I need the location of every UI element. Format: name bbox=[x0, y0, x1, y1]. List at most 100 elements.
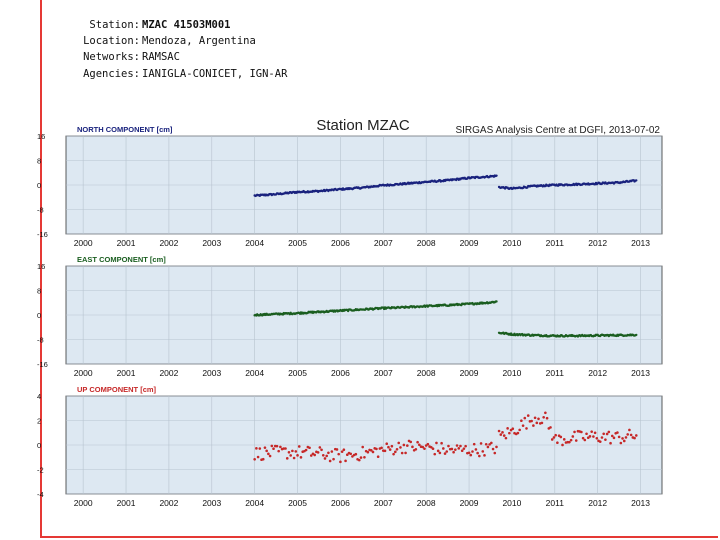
up-data-point bbox=[518, 428, 521, 432]
up-data-point bbox=[320, 448, 323, 452]
up-data-point bbox=[462, 447, 466, 450]
up-data-point bbox=[610, 434, 614, 438]
up-data-point bbox=[284, 447, 287, 450]
location-value: Mendoza, Argentina bbox=[142, 35, 256, 48]
station-value: MZAC 41503M001 bbox=[142, 19, 231, 31]
up-data-point bbox=[390, 444, 394, 448]
up-data-point bbox=[423, 447, 426, 450]
x-tick-label: 2010 bbox=[502, 238, 521, 248]
up-data-point bbox=[454, 448, 457, 451]
up-data-point bbox=[590, 430, 593, 433]
up-data-point bbox=[316, 451, 320, 454]
up-component-label: UP COMPONENT [cm] bbox=[77, 385, 157, 394]
up-data-point bbox=[375, 447, 378, 451]
up-data-point bbox=[588, 435, 592, 438]
up-data-point bbox=[476, 451, 479, 455]
east-panel: 16 8 0 -8 -16 2000 2001 2002 2003 2004 2005 2006 200… bbox=[37, 255, 663, 378]
up-data-point bbox=[605, 432, 609, 436]
x-tick-label: 2006 bbox=[331, 368, 350, 378]
up-data-point bbox=[504, 436, 508, 440]
up-data-point bbox=[369, 449, 373, 452]
up-data-point bbox=[569, 438, 573, 442]
up-data-point bbox=[495, 445, 498, 449]
up-data-point bbox=[294, 450, 298, 453]
up-data-point bbox=[291, 449, 294, 453]
up-data-point bbox=[499, 433, 503, 436]
up-data-point bbox=[488, 443, 491, 446]
location-row: Location: Mendoza, Argentina bbox=[60, 33, 287, 49]
up-data-point bbox=[486, 445, 490, 449]
up-data-point bbox=[414, 447, 418, 451]
up-data-point bbox=[323, 457, 327, 460]
up-data-point bbox=[481, 450, 485, 453]
up-data-point bbox=[443, 452, 447, 455]
north-data-point bbox=[635, 179, 638, 182]
station-key: Station: bbox=[89, 19, 140, 31]
networks-key: Networks: bbox=[83, 51, 140, 64]
up-data-point bbox=[268, 454, 272, 458]
up-data-point bbox=[452, 450, 455, 454]
up-data-point bbox=[385, 442, 389, 446]
up-data-point bbox=[592, 435, 595, 438]
up-data-point bbox=[624, 436, 628, 439]
north-series-1 bbox=[253, 174, 498, 198]
up-data-point bbox=[435, 441, 438, 445]
up-data-point bbox=[511, 427, 515, 430]
x-tick-label: 2001 bbox=[117, 238, 136, 248]
x-tick-label: 2006 bbox=[331, 498, 350, 508]
up-data-point bbox=[342, 448, 346, 452]
up-data-point bbox=[526, 414, 530, 417]
up-data-point bbox=[292, 456, 296, 460]
up-data-point bbox=[394, 450, 397, 454]
up-data-point bbox=[556, 441, 559, 445]
up-data-point bbox=[450, 447, 454, 451]
up-data-point bbox=[275, 444, 279, 448]
up-data-point bbox=[535, 421, 539, 425]
x-tick-label: 2009 bbox=[460, 238, 479, 248]
up-data-point bbox=[265, 449, 268, 453]
up-data-point bbox=[309, 454, 313, 457]
up-data-point bbox=[469, 453, 473, 457]
x-tick-label: 2004 bbox=[245, 238, 264, 248]
up-data-point bbox=[552, 436, 556, 439]
up-data-point bbox=[287, 451, 291, 454]
x-tick-label: 2008 bbox=[417, 368, 436, 378]
up-data-point bbox=[330, 450, 334, 453]
up-data-point bbox=[479, 442, 483, 445]
x-tick-label: 2003 bbox=[202, 368, 221, 378]
up-data-point bbox=[253, 457, 256, 461]
up-data-point bbox=[258, 447, 262, 450]
up-data-point bbox=[583, 438, 587, 442]
up-data-point bbox=[598, 440, 602, 443]
up-data-point bbox=[622, 439, 626, 443]
up-data-point bbox=[359, 456, 363, 459]
up-data-point bbox=[344, 459, 347, 463]
up-data-point bbox=[533, 416, 537, 420]
east-data-point bbox=[495, 300, 498, 303]
up-data-point bbox=[332, 457, 335, 461]
up-data-point bbox=[380, 446, 383, 450]
x-tick-label: 2005 bbox=[288, 498, 307, 508]
up-data-point bbox=[313, 453, 316, 457]
up-data-point bbox=[339, 460, 342, 464]
x-tick-label: 2000 bbox=[74, 498, 93, 508]
up-panel: 4 2 0 -2 -4 2000 2001 2002 2003 2004 2005 2006 2007 2… bbox=[37, 385, 663, 508]
up-data-point bbox=[602, 432, 605, 436]
up-data-point bbox=[571, 435, 575, 438]
agencies-value: IANIGLA-CONICET, IGN-AR bbox=[142, 67, 288, 80]
y-tick-label: -8 bbox=[37, 206, 44, 215]
x-tick-label: 2011 bbox=[546, 238, 565, 248]
networks-value: RAMSAC bbox=[142, 51, 180, 64]
up-data-point bbox=[472, 442, 476, 446]
y-tick-label: -4 bbox=[37, 490, 44, 499]
x-tick-label: 2002 bbox=[159, 498, 178, 508]
up-data-point bbox=[387, 445, 390, 449]
up-data-point bbox=[371, 450, 375, 454]
networks-row: Networks: RAMSAC bbox=[60, 49, 287, 65]
x-tick-label: 2003 bbox=[202, 498, 221, 508]
up-data-point bbox=[491, 447, 495, 451]
up-data-point bbox=[399, 446, 402, 449]
up-data-point bbox=[431, 447, 435, 451]
